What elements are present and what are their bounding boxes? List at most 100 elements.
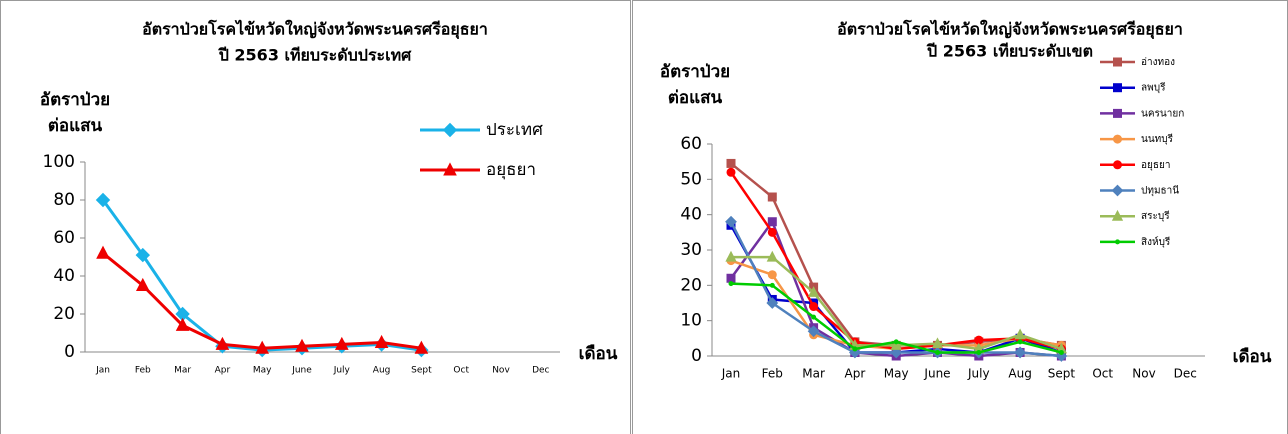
x-tick-label: Sept (411, 366, 432, 376)
x-tick-label: Oct (1092, 367, 1113, 381)
x-tick-label: Dec (1174, 367, 1197, 381)
x-tick-label: May (884, 367, 909, 381)
legend-marker (1113, 83, 1122, 93)
x-tick-label: Apr (845, 367, 866, 381)
legend-marker (443, 162, 457, 176)
marker (769, 282, 775, 288)
x-tick-label: Apr (215, 366, 231, 376)
marker (334, 336, 349, 350)
marker (726, 273, 736, 283)
marker (96, 245, 110, 259)
series-line (730, 162, 1062, 347)
legend-marker (1111, 209, 1124, 221)
marker (726, 167, 736, 177)
marker (374, 334, 389, 348)
marker (135, 247, 151, 263)
marker (811, 314, 817, 320)
legend-label: นครนายก (1141, 108, 1184, 119)
marker (414, 340, 429, 354)
marker (1058, 349, 1064, 355)
x-tick-label: June (923, 367, 950, 381)
marker (807, 325, 820, 338)
legend-marker (1111, 184, 1124, 197)
x-tick-label: July (967, 367, 990, 381)
marker (766, 250, 778, 262)
marker (1017, 339, 1023, 345)
x-axis-label: เดือน (1233, 346, 1272, 367)
y-tick-label: 20 (680, 275, 702, 295)
marker (890, 339, 902, 350)
legend-label: ปทุมธานี (1141, 185, 1179, 197)
marker (175, 317, 190, 331)
y-axis-label: ต่อแสน (668, 88, 723, 108)
panel-border (0, 0, 631, 434)
marker (1014, 328, 1026, 340)
marker (852, 346, 858, 352)
legend-marker (1113, 108, 1122, 118)
y-tick-label: 40 (53, 266, 75, 286)
legend-label: สิงห์บุรี (1141, 236, 1171, 248)
marker (890, 346, 903, 359)
legend-label: อยุธยา (486, 160, 536, 180)
marker (809, 302, 819, 312)
marker (95, 192, 111, 208)
x-tick-label: May (253, 366, 272, 376)
marker (767, 192, 777, 202)
y-tick-label: 10 (680, 311, 702, 331)
marker (767, 217, 777, 227)
marker (726, 158, 736, 168)
y-tick-label: 0 (691, 346, 702, 366)
y-tick-label: 20 (53, 304, 75, 324)
x-tick-label: Feb (762, 367, 783, 381)
x-tick-label: Nov (492, 366, 510, 376)
marker (767, 270, 777, 280)
chart-title: อัตราป่วยโรคไข้หวัดใหญ่จังหวัดพระนครศรีอ… (837, 19, 1183, 40)
legend-label: อยุธยา (1141, 160, 1170, 171)
legend-marker (1113, 160, 1122, 170)
y-tick-label: 40 (680, 205, 702, 225)
marker (807, 286, 820, 297)
legend-label: อ่างทอง (1141, 57, 1175, 68)
chart-subtitle: ปี 2563 เทียบระดับประเทศ (217, 46, 412, 65)
x-tick-label: Aug (373, 366, 391, 376)
marker (1014, 346, 1027, 359)
x-tick-label: June (291, 366, 312, 376)
series-line (729, 171, 1062, 351)
y-tick-label: 50 (680, 169, 702, 189)
marker (767, 227, 777, 237)
marker (931, 337, 944, 349)
marker (935, 349, 940, 355)
marker (976, 349, 982, 355)
x-tick-label: Jan (95, 366, 110, 376)
x-axis-label: เดือน (579, 343, 618, 364)
x-tick-label: Mar (174, 366, 191, 376)
marker (893, 339, 899, 345)
y-tick-label: 100 (43, 152, 75, 172)
y-axis-label: อัตราป่วย (660, 62, 730, 82)
y-axis-label: อัตราป่วย (40, 90, 110, 110)
marker (766, 297, 779, 309)
chart-title: อัตราป่วยโรคไข้หวัดใหญ่จังหวัดพระนครศรีอ… (142, 19, 488, 40)
x-tick-label: July (333, 366, 351, 376)
x-tick-label: Jan (721, 367, 741, 381)
y-tick-label: 80 (53, 190, 75, 210)
x-tick-label: Mar (802, 367, 825, 381)
marker (295, 338, 309, 352)
x-tick-label: Oct (453, 366, 469, 376)
legend-label: สระบุรี (1141, 210, 1170, 222)
legend-marker (1115, 239, 1120, 245)
x-tick-label: Feb (135, 366, 151, 376)
series-line (731, 255, 1062, 351)
series-line (101, 199, 422, 352)
x-tick-label: Sept (1048, 367, 1076, 381)
y-tick-label: 60 (680, 134, 702, 154)
legend-label: นนทบุรี (1141, 133, 1174, 145)
series-line (730, 259, 1062, 351)
marker (135, 277, 150, 291)
legend-marker (1113, 134, 1122, 144)
legend-label: ประเทศ (486, 120, 543, 140)
marker (728, 281, 734, 287)
y-axis-label: ต่อแสน (48, 116, 103, 136)
x-tick-label: Nov (1132, 367, 1155, 381)
